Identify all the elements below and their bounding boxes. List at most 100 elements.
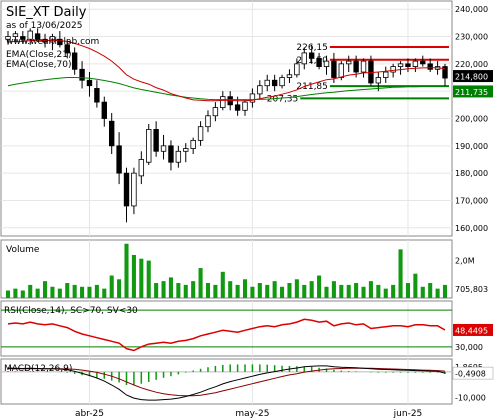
candle-body [27,30,33,40]
candle-body [412,60,419,67]
candle-body [331,60,337,78]
rsi-badge-bg [453,323,493,336]
ema-value-badge-bg [453,85,493,98]
legend-ema21: EMA(Close,21) [6,50,71,60]
level-label: 207,35 [267,94,299,104]
candle-body [323,60,330,67]
last-price-badge: 214,800 [455,73,488,82]
ema21-line [7,39,446,102]
volume-bar [354,283,359,298]
candle-body [153,129,159,152]
candle-body [168,145,174,163]
candle-body [301,52,307,65]
candle-body [420,60,426,65]
volume-bar [339,284,344,298]
candle-body [86,79,93,87]
candle-body [271,79,278,87]
candle-body [338,63,345,78]
volume-bar [20,290,25,298]
volume-bar [5,290,11,298]
volume-bar [346,284,351,298]
candle-body [220,96,226,108]
candle-body [316,57,322,67]
volume-bar [228,281,233,298]
legend-ema70: EMA(Close,70) [6,60,71,70]
volume-bar [302,284,307,298]
volume-bar [391,284,396,298]
volume-bar [435,288,440,298]
candle-body [71,52,78,70]
price-tick-label: 230,000 [455,33,488,42]
macd-last-value: -0,4908 [455,370,486,379]
candle-body [257,85,263,95]
candle-body [242,101,248,111]
candle-body [183,148,189,152]
volume-bar [331,281,336,298]
volume-bar [124,243,129,298]
volume-bar [235,284,240,298]
chart-date: as of 13/06/2025 [6,21,82,31]
volume-bar [50,286,55,298]
volume-bar [250,286,255,298]
candle-body [308,52,315,59]
candle-body [12,33,19,37]
volume-bar [368,281,373,298]
volume-bar [280,286,285,298]
volume-bar [139,258,144,298]
candle-body [64,44,70,54]
candle-body [49,36,56,43]
candle-body [353,60,359,73]
website-label: www.wealth-lab.com [6,37,99,47]
volume-bar [294,279,299,298]
candle-body [79,68,85,81]
volume-bar [257,283,262,298]
volume-bar [65,283,70,298]
volume-bar [220,271,225,298]
volume-bar [191,281,196,298]
volume-bar [42,281,48,298]
macd-badge-bg [452,366,494,380]
price-tick-label: 200,000 [455,115,488,124]
volume-bar [161,281,166,298]
volume-bar [287,283,292,298]
candle-body [212,107,219,117]
volume-bar [168,277,173,298]
volume-bar [242,279,248,298]
candle-body [360,60,367,73]
volume-bar [72,284,77,298]
level-label: 211,85 [296,82,328,92]
candle-body [197,126,204,141]
candle-body [5,36,11,40]
candle-body [427,63,433,70]
volume-bar [109,275,114,298]
volume-bar [154,283,159,298]
candle-body [375,77,382,84]
volume-tick-label: 2,0M [455,257,475,266]
volume-bar [198,268,203,298]
volume-bar [183,284,188,298]
volume-bar [28,284,33,298]
candle-body [34,33,41,40]
price-tick-label: 190,000 [455,142,488,151]
candle-body [234,104,241,111]
candle-body [57,38,63,46]
candle-body [160,145,167,152]
macd-title: MACD(12,26,9) [4,364,72,374]
candle-body [383,71,389,78]
volume-bar [398,249,403,298]
volume-bar [35,288,40,298]
chart-title: SIE_XT Daily [6,5,87,20]
rsi-line [7,318,446,352]
volume-bar [265,284,270,298]
level-label: 221,50 [296,56,328,66]
candle-body [442,66,448,79]
price-tick-label: 220,000 [455,60,488,69]
price-tick-label: 240,000 [455,5,488,14]
volume-bar [309,281,314,298]
volume-bar [205,283,211,298]
candle-body [279,77,285,87]
macd-line [7,365,446,401]
candle-body [20,36,26,40]
volume-bar [102,288,107,298]
volume-bar [420,286,425,298]
